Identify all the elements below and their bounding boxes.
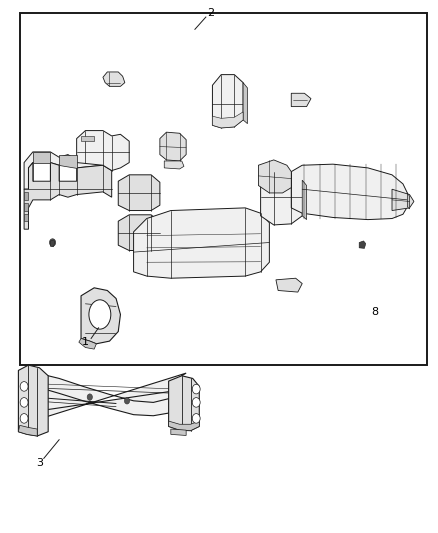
Circle shape — [192, 398, 200, 407]
Bar — [20, 13, 427, 365]
Polygon shape — [103, 72, 125, 86]
Polygon shape — [24, 152, 112, 189]
Polygon shape — [24, 214, 28, 221]
Ellipse shape — [89, 300, 111, 329]
Polygon shape — [24, 203, 28, 211]
Polygon shape — [50, 240, 55, 247]
Circle shape — [20, 382, 28, 391]
Polygon shape — [59, 155, 77, 168]
Polygon shape — [258, 160, 291, 193]
Polygon shape — [212, 75, 243, 128]
Circle shape — [20, 398, 28, 407]
Text: 8: 8 — [371, 307, 378, 317]
Circle shape — [124, 398, 130, 404]
Polygon shape — [169, 376, 199, 431]
Polygon shape — [18, 425, 37, 436]
Polygon shape — [81, 136, 94, 141]
Polygon shape — [243, 83, 247, 124]
Polygon shape — [24, 373, 186, 424]
Polygon shape — [171, 429, 186, 435]
Text: 1: 1 — [82, 337, 89, 347]
Polygon shape — [276, 278, 302, 292]
Polygon shape — [407, 193, 410, 209]
Polygon shape — [33, 152, 50, 163]
Polygon shape — [81, 288, 120, 344]
Polygon shape — [302, 180, 307, 220]
Polygon shape — [291, 164, 407, 220]
Circle shape — [87, 394, 92, 400]
Text: 3: 3 — [36, 458, 43, 467]
Circle shape — [20, 414, 28, 423]
Polygon shape — [164, 161, 184, 169]
Polygon shape — [291, 93, 311, 107]
Polygon shape — [261, 172, 302, 225]
Polygon shape — [77, 131, 129, 171]
Circle shape — [192, 384, 200, 394]
Polygon shape — [169, 421, 199, 431]
Polygon shape — [134, 208, 269, 278]
Polygon shape — [79, 338, 96, 349]
Text: 2: 2 — [207, 9, 214, 18]
Circle shape — [192, 414, 200, 423]
Circle shape — [49, 239, 56, 246]
Polygon shape — [118, 175, 160, 211]
Polygon shape — [212, 112, 243, 128]
Polygon shape — [359, 241, 366, 248]
Polygon shape — [118, 215, 160, 251]
Polygon shape — [160, 132, 186, 161]
Polygon shape — [24, 192, 28, 200]
Polygon shape — [18, 365, 48, 436]
Polygon shape — [24, 163, 112, 229]
Polygon shape — [392, 189, 414, 211]
